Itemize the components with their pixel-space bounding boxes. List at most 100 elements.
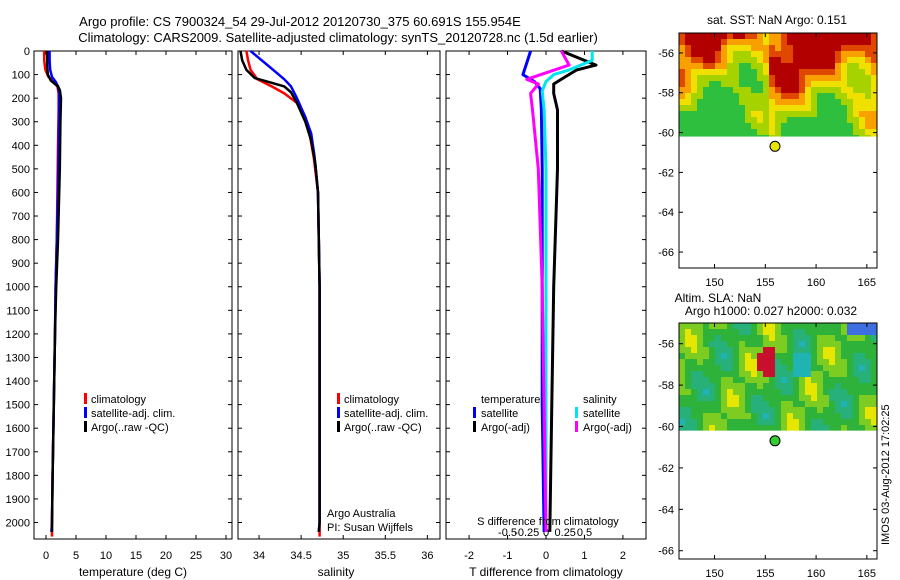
heat-cell <box>859 347 865 353</box>
heat-cell <box>775 413 781 419</box>
heat-cell <box>805 69 811 75</box>
heat-cell <box>739 111 745 117</box>
heat-cell <box>727 323 733 329</box>
heat-cell <box>709 329 715 335</box>
heat-cell <box>865 117 871 123</box>
heat-cell <box>829 365 835 371</box>
heat-cell <box>799 407 805 413</box>
heat-cell <box>739 371 745 377</box>
heat-cell <box>739 395 745 401</box>
heat-cell <box>769 135 775 137</box>
heat-cell <box>685 45 691 51</box>
heat-cell <box>685 105 691 111</box>
heat-cell <box>805 365 811 371</box>
heat-cell <box>841 33 847 39</box>
heat-cell <box>763 347 769 353</box>
heat-cell <box>709 69 715 75</box>
heat-cell <box>871 111 877 117</box>
heat-cell <box>859 419 865 425</box>
heat-cell <box>865 93 871 99</box>
heat-cell <box>721 87 727 93</box>
heat-cell <box>859 33 865 39</box>
heat-cell <box>811 347 817 353</box>
heat-cell <box>697 389 703 395</box>
heat-cell <box>823 359 829 365</box>
heat-cell <box>865 45 871 51</box>
heat-cell <box>727 69 733 75</box>
heat-cell <box>841 335 847 341</box>
heat-cell <box>817 407 823 413</box>
heat-cell <box>769 419 775 425</box>
heat-cell <box>805 39 811 45</box>
heat-cell <box>829 425 835 431</box>
heat-cell <box>853 401 859 407</box>
heat-cell <box>739 377 745 383</box>
heat-cell <box>847 395 853 401</box>
heat-cell <box>859 123 865 129</box>
heat-cell <box>715 353 721 359</box>
heat-cell <box>805 117 811 123</box>
heat-cell <box>799 87 805 93</box>
heat-cell <box>817 347 823 353</box>
heat-cell <box>697 359 703 365</box>
x-tick-label: 5 <box>73 550 79 562</box>
heat-cell <box>871 323 877 329</box>
heat-cell <box>727 365 733 371</box>
sst-map-frame <box>678 32 878 269</box>
temperature-axes-frame <box>33 50 233 540</box>
heat-cell <box>727 129 733 135</box>
heat-cell <box>727 105 733 111</box>
legend-swatch-argo <box>84 421 87 432</box>
depth-tick-label: 900 <box>12 258 30 270</box>
heat-cell <box>679 63 685 69</box>
heat-cell <box>799 75 805 81</box>
heat-cell <box>841 69 847 75</box>
heat-cell <box>853 51 859 57</box>
heat-cell <box>823 347 829 353</box>
heat-cell <box>721 135 727 137</box>
heat-cell <box>691 123 697 129</box>
heat-cell <box>721 395 727 401</box>
heat-cell <box>751 75 757 81</box>
depth-tick-label: 1400 <box>6 376 30 388</box>
heat-cell <box>835 105 841 111</box>
heat-cell <box>727 383 733 389</box>
heat-cell <box>685 81 691 87</box>
heat-cell <box>721 341 727 347</box>
heat-cell <box>763 413 769 419</box>
heat-cell <box>859 129 865 135</box>
heat-cell <box>853 359 859 365</box>
heat-cell <box>745 105 751 111</box>
heat-cell <box>739 39 745 45</box>
heat-cell <box>853 33 859 39</box>
heat-cell <box>697 75 703 81</box>
heat-cell <box>799 347 805 353</box>
depth-tick-label: 1100 <box>6 305 30 317</box>
heat-cell <box>841 359 847 365</box>
heat-cell <box>691 93 697 99</box>
heat-cell <box>691 425 697 431</box>
heat-cell <box>847 123 853 129</box>
heat-cell <box>745 63 751 69</box>
heat-cell <box>763 87 769 93</box>
heat-cell <box>769 75 775 81</box>
sla-map-frame <box>678 322 878 560</box>
heat-cell <box>757 63 763 69</box>
heat-cell <box>733 81 739 87</box>
heat-cell <box>871 413 877 419</box>
heat-cell <box>691 135 697 137</box>
heat-cell <box>847 63 853 69</box>
heat-cell <box>733 33 739 39</box>
heat-cell <box>733 57 739 63</box>
heat-cell <box>745 117 751 123</box>
heat-cell <box>721 63 727 69</box>
heat-cell <box>703 57 709 63</box>
heat-cell <box>775 377 781 383</box>
heat-cell <box>847 105 853 111</box>
heat-cell <box>823 75 829 81</box>
heat-cell <box>775 389 781 395</box>
heat-cell <box>751 69 757 75</box>
heat-cell <box>739 33 745 39</box>
heat-cell <box>817 359 823 365</box>
heat-cell <box>841 111 847 117</box>
